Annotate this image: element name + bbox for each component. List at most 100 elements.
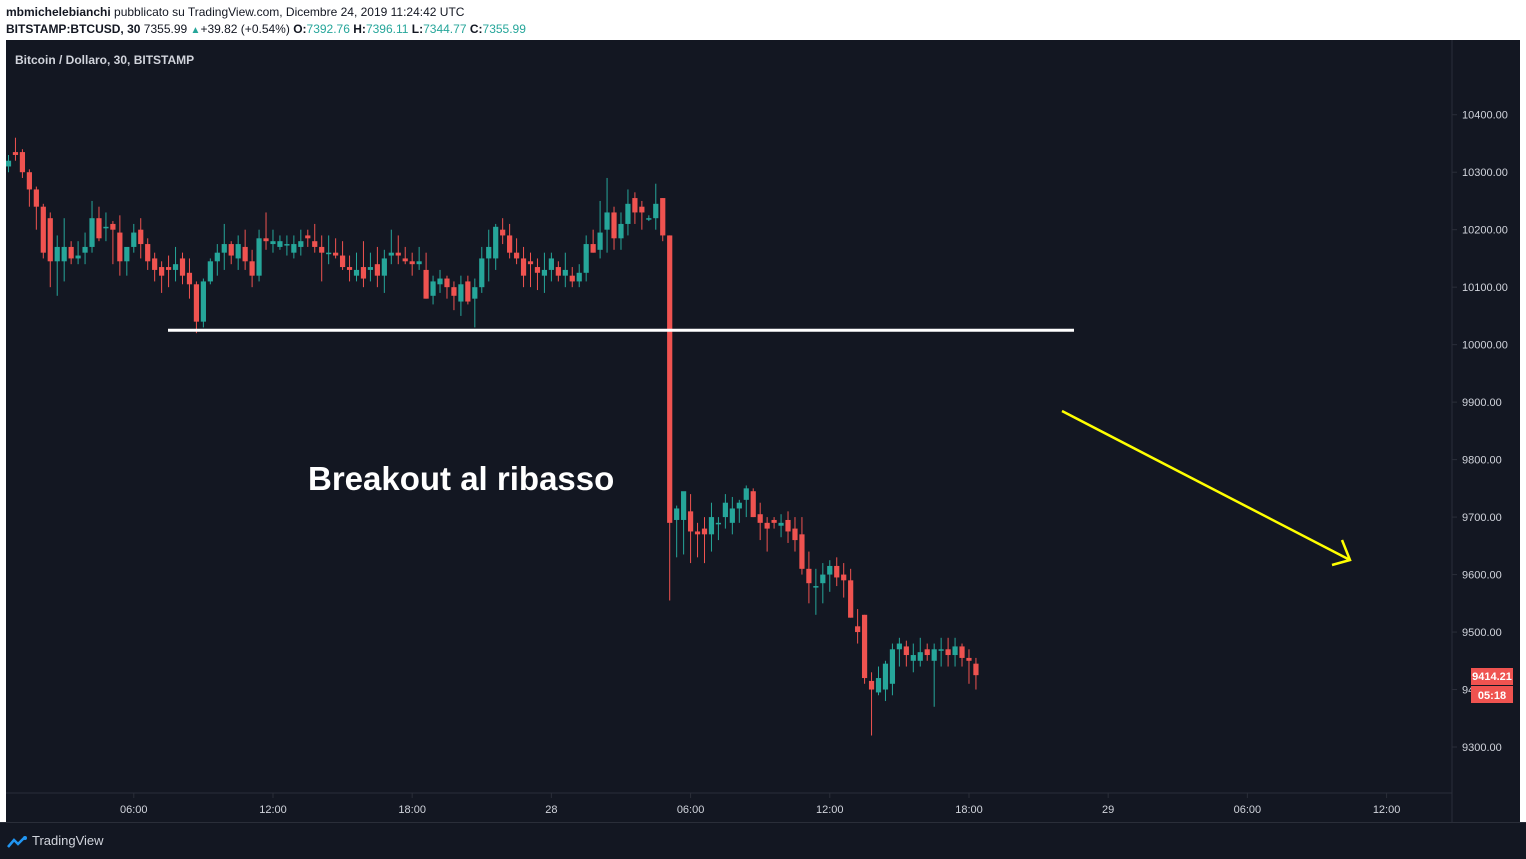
candle[interactable] [715,517,722,541]
candle[interactable] [743,485,749,518]
candle[interactable] [681,491,687,555]
candle[interactable] [117,215,123,276]
candle[interactable] [437,269,443,293]
candle[interactable] [312,223,318,253]
candle[interactable] [861,614,868,684]
candle[interactable] [214,244,220,276]
candle[interactable] [820,563,826,604]
candle[interactable] [646,215,652,222]
candle[interactable] [346,255,353,282]
tradingview-logo[interactable]: TradingView [6,833,104,849]
candle[interactable] [326,235,332,265]
candle[interactable] [653,183,659,230]
candle[interactable] [625,189,631,236]
candle[interactable] [896,637,902,667]
candle[interactable] [493,223,499,270]
candle[interactable] [96,206,102,242]
candle[interactable] [576,264,582,288]
candle[interactable] [110,221,116,265]
candle[interactable] [270,229,276,253]
candle[interactable] [61,218,67,282]
candle[interactable] [799,517,805,575]
candle[interactable] [103,212,109,242]
candle[interactable] [131,223,137,253]
candle[interactable] [555,261,561,282]
candle[interactable] [583,235,589,282]
candle[interactable] [179,252,186,285]
candle[interactable] [841,563,847,598]
candle[interactable] [458,275,464,316]
candle[interactable] [249,249,255,288]
candle[interactable] [465,275,471,305]
candle[interactable] [973,657,979,690]
candle[interactable] [89,200,95,253]
candle[interactable] [207,258,213,285]
candle[interactable] [778,514,784,538]
candle[interactable] [667,235,673,601]
candle[interactable] [736,499,742,523]
candle[interactable] [750,488,756,518]
candle[interactable] [527,252,534,288]
candle[interactable] [722,494,728,529]
candle[interactable] [827,560,833,592]
candle[interactable] [165,255,172,288]
candle[interactable] [513,238,520,265]
candle[interactable] [687,494,694,564]
candle[interactable] [444,275,450,299]
candle[interactable] [966,649,972,684]
candle[interactable] [520,246,527,288]
candle[interactable] [834,557,840,587]
candle[interactable] [416,246,422,270]
candle[interactable] [639,200,645,230]
candle[interactable] [360,241,367,288]
candle[interactable] [604,177,610,253]
candle[interactable] [451,281,457,311]
candle[interactable] [590,229,596,253]
price-axis[interactable]: 10400.00 10300.00 10200.00 10100.00 10000.00… [1452,110,1508,754]
candle[interactable] [569,267,575,288]
candle[interactable] [374,246,380,288]
candle[interactable] [200,278,206,328]
candle[interactable] [548,252,554,282]
candle[interactable] [917,637,923,667]
candle[interactable] [660,198,666,242]
candle[interactable] [848,568,854,618]
candle[interactable] [193,281,200,334]
candle[interactable] [54,235,60,296]
candle[interactable] [367,252,374,282]
candle[interactable] [353,252,360,282]
candle[interactable] [12,137,19,161]
candle[interactable] [868,672,875,736]
candle[interactable] [618,212,624,250]
candle[interactable] [889,643,896,696]
candle[interactable] [792,517,798,552]
candle[interactable] [82,232,88,265]
candle[interactable] [945,637,951,667]
candle[interactable] [124,246,130,276]
candle[interactable] [938,637,944,667]
candle[interactable] [771,517,777,529]
candle[interactable] [486,229,492,282]
candle[interactable] [235,235,241,270]
candle[interactable] [534,258,541,291]
candle[interactable] [381,249,387,293]
candle[interactable] [277,235,283,250]
candle[interactable] [597,200,603,259]
candle[interactable] [694,522,701,558]
author-name[interactable]: mbmichelebianchi [6,5,111,19]
candle[interactable] [757,502,763,541]
candle[interactable] [855,609,861,644]
candle[interactable] [632,192,638,224]
candle[interactable] [500,218,506,245]
candle[interactable] [959,643,965,667]
candle[interactable] [903,640,909,667]
candle[interactable] [423,252,429,299]
candle[interactable] [472,278,478,328]
candle[interactable] [708,502,715,552]
candle[interactable] [242,229,248,270]
candle[interactable] [40,203,46,259]
candle[interactable] [409,252,415,276]
candle[interactable] [924,643,930,661]
candle[interactable] [395,235,401,265]
candle[interactable] [228,241,234,265]
